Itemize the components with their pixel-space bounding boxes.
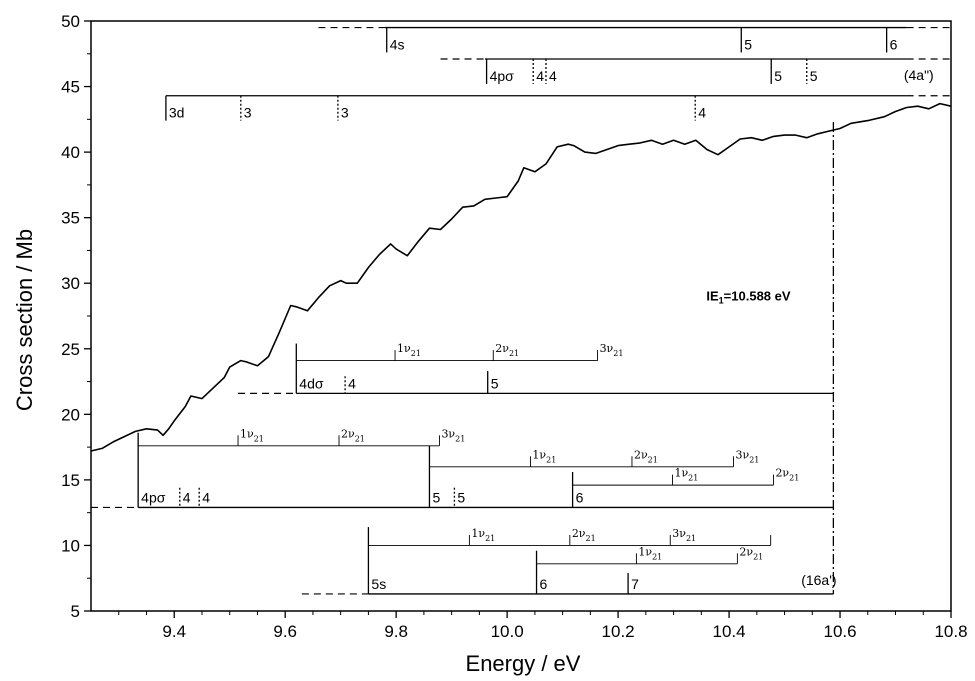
- symmetry-label: (4a"): [904, 67, 934, 83]
- x-tick-label: 10.4: [713, 622, 746, 641]
- y-tick-label: 35: [61, 209, 80, 228]
- vibrational-label: 3ν21: [736, 448, 760, 464]
- vibrational-label: 2ν21: [572, 527, 596, 543]
- vibrational-label: 2ν21: [775, 467, 799, 483]
- progression-label: 6: [540, 576, 548, 592]
- plot-frame: [90, 20, 952, 612]
- progression-label: 4dσ: [299, 375, 324, 391]
- progression-label: 4: [202, 489, 210, 505]
- progression-label: 5: [744, 36, 752, 52]
- vibrational-label: 2ν21: [495, 342, 519, 358]
- vibrational-label: 2ν21: [634, 448, 658, 464]
- progression-label: 4pσ: [141, 489, 166, 505]
- y-tick-label: 50: [61, 12, 80, 31]
- spectrum-curve: [90, 102, 952, 452]
- progression-label: 3: [244, 105, 252, 121]
- series-line: [90, 102, 952, 452]
- x-tick-label: 10.6: [823, 622, 856, 641]
- progression-label: 5: [457, 489, 465, 505]
- progression-label: 3: [341, 105, 349, 121]
- progression-label: 4s: [390, 36, 405, 52]
- y-tick-label: 20: [61, 405, 80, 424]
- vibrational-label: 1ν21: [397, 342, 421, 358]
- vibrational-label: 1ν21: [674, 467, 698, 483]
- x-tick-label: 9.6: [273, 622, 297, 641]
- progression-label: 5: [491, 375, 499, 391]
- progression-label: 7: [631, 576, 639, 592]
- x-tick-label: 9.4: [162, 622, 186, 641]
- progression-label: 4pσ: [490, 68, 515, 84]
- x-tick-label: 9.8: [384, 622, 408, 641]
- progression-label: 3d: [169, 105, 185, 121]
- y-axis: 5 10 15 20 25 30 35 40 45 50: [61, 12, 91, 621]
- y-tick-label: 25: [61, 340, 80, 359]
- vibrational-label: 3ν21: [672, 527, 696, 543]
- progression-label: 6: [890, 36, 898, 52]
- vibrational-label: 2ν21: [739, 545, 763, 561]
- progression-label: 4: [549, 68, 557, 84]
- vibrational-label: 1ν21: [240, 427, 264, 443]
- y-tick-label: 15: [61, 471, 80, 490]
- y-tick-label: 30: [61, 274, 80, 293]
- plot-border: [90, 20, 952, 612]
- x-tick-label: 10.0: [491, 622, 524, 641]
- progression-label: 4: [698, 105, 706, 121]
- x-tick-label: 10.2: [602, 622, 635, 641]
- symmetry-label: (16a'): [801, 572, 836, 588]
- progression-label: 5s: [371, 576, 386, 592]
- progression-label: 5: [774, 68, 782, 84]
- vibrational-label: 1ν21: [471, 527, 495, 543]
- vibrational-label: 1ν21: [638, 545, 662, 561]
- x-tick-label: 10.8: [934, 622, 967, 641]
- progression-label: 5: [810, 68, 818, 84]
- y-tick-label: 45: [61, 78, 80, 97]
- progression-label: 5: [432, 489, 440, 505]
- progression-label: 4: [183, 489, 191, 505]
- vibrational-label: 3ν21: [441, 427, 465, 443]
- y-tick-label: 5: [71, 602, 80, 621]
- x-axis-title: Energy / eV: [466, 651, 581, 676]
- y-tick-label: 40: [61, 143, 80, 162]
- vibrational-label: 3ν21: [600, 342, 624, 358]
- y-tick-label: 10: [61, 536, 80, 555]
- vibrational-label: 2ν21: [341, 427, 365, 443]
- ie-label: IE1=10.588 eV: [706, 288, 791, 305]
- progression-label: 4: [348, 375, 356, 391]
- progression-label: 4: [536, 68, 544, 84]
- progression-label: 6: [576, 489, 584, 505]
- x-axis: 9.4 9.6 9.8 10.0 10.2 10.4 10.6 10.8: [118, 611, 968, 641]
- vibrational-label: 1ν21: [532, 448, 556, 464]
- y-axis-title: Cross section / Mb: [12, 229, 37, 411]
